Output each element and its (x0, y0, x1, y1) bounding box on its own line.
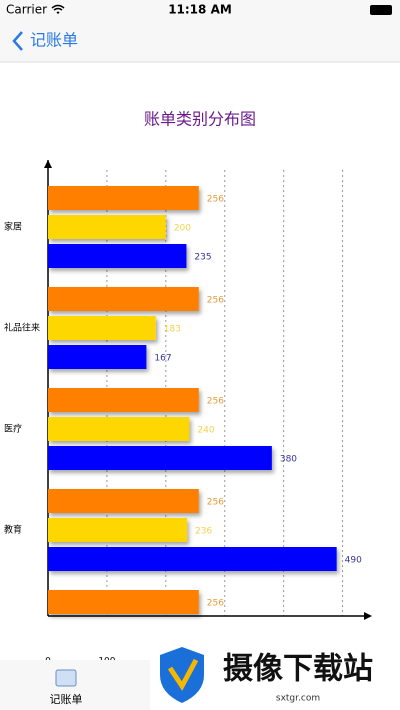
bar (48, 316, 156, 340)
value-label: 256 (207, 296, 224, 306)
watermark-url: sxtgr.com (276, 694, 320, 704)
value-label: 256 (207, 498, 224, 508)
chart-title: 账单类别分布图 (144, 110, 256, 129)
bar (48, 417, 190, 441)
watermark-name: 摄像下载站 (223, 652, 373, 687)
y-tick-label: 医疗 (4, 423, 22, 435)
bar (48, 244, 187, 268)
value-label: 240 (197, 426, 214, 436)
value-label: 490 (345, 556, 362, 566)
value-label: 200 (174, 224, 191, 234)
bar (48, 287, 199, 311)
back-button[interactable]: 记账单 (30, 31, 78, 50)
bar (48, 215, 166, 239)
value-label: 380 (280, 455, 297, 465)
value-label: 256 (207, 195, 224, 205)
bar (48, 388, 199, 412)
x-axis-arrow (364, 612, 372, 620)
bar (48, 518, 188, 542)
tab-label[interactable]: 记账单 (50, 693, 83, 706)
value-label: 235 (194, 253, 211, 263)
tab-icon[interactable] (55, 669, 77, 687)
bar (48, 446, 272, 470)
chart: 0100200300400500家居256200235礼品往来256183167… (4, 160, 372, 667)
clock: 11:18 AM (168, 3, 232, 17)
bar (48, 590, 199, 614)
y-tick-label: 礼品往来 (4, 322, 40, 334)
bar (48, 547, 337, 571)
bar (48, 345, 147, 369)
back-chevron[interactable] (12, 31, 23, 51)
bar (48, 186, 199, 210)
bar (48, 489, 199, 513)
value-label: 256 (207, 397, 224, 407)
wifi-icon (51, 4, 65, 15)
value-label: 183 (164, 325, 181, 335)
y-tick-label: 家居 (4, 221, 22, 233)
battery (370, 5, 392, 15)
value-label: 167 (154, 354, 171, 364)
value-label: 256 (207, 599, 224, 609)
header-bg (0, 0, 400, 62)
watermark-logo-check (167, 658, 199, 691)
value-label: 236 (195, 527, 212, 537)
y-axis-arrow (44, 160, 52, 168)
y-tick-label: 教育 (4, 524, 22, 536)
carrier: Carrier (6, 3, 47, 17)
